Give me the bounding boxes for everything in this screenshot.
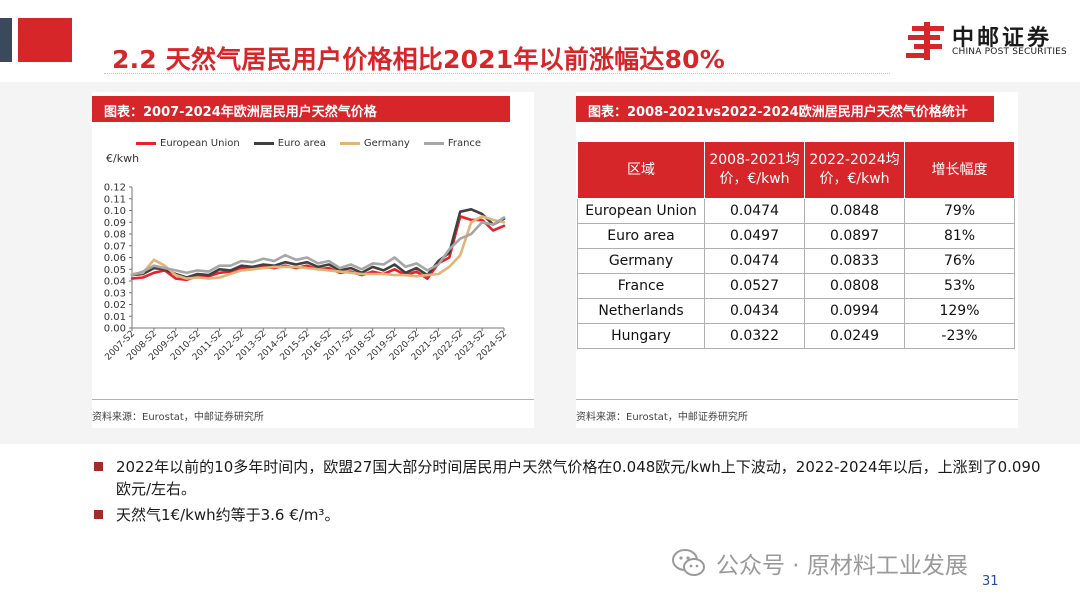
corner-accent-dark xyxy=(0,18,12,62)
legend-item: France xyxy=(423,136,482,150)
watermark-text: 公众号 · 原材料工业发展 xyxy=(716,553,968,579)
y-tick-label: 0.04 xyxy=(104,277,126,288)
chart-panel: 图表：2007-2024年欧洲居民用户天然气价格 European Union E… xyxy=(92,92,534,428)
table-row: Hungary 0.0322 0.0249 -23% xyxy=(577,323,1015,349)
company-logo: 中邮证券 CHINA POST SECURITIES xyxy=(904,16,1074,66)
bullet-text: 天然气1€/kwh约等于3.6 €/m³。 xyxy=(116,506,340,524)
legend-swatch xyxy=(423,141,444,145)
table-cell: 0.0474 xyxy=(704,198,805,224)
y-tick-label: 0.08 xyxy=(104,230,126,241)
table-cell: Netherlands xyxy=(577,298,705,324)
y-tick-label: 0.02 xyxy=(104,300,126,311)
series-line-germany xyxy=(130,215,506,280)
chart-panel-header: 图表：2007-2024年欧洲居民用户天然气价格 xyxy=(92,96,510,122)
chart-source: 资料来源：Eurostat，中邮证券研究所 xyxy=(92,412,264,423)
table-cell: 0.0322 xyxy=(704,323,805,349)
table-cell: 0.0527 xyxy=(704,273,805,299)
legend-item: Euro area xyxy=(253,136,326,150)
table-cell: 0.0833 xyxy=(804,248,905,274)
y-tick-label: 0.10 xyxy=(104,206,126,217)
bullet-text: 2022年以前的10多年时间内，欧盟27国大部分时间居民用户天然气价格在0.04… xyxy=(116,458,1041,498)
legend-label: European Union xyxy=(160,137,240,149)
price-stats-table: 区域 2008-2021均价，€/kwh 2022-2024均价，€/kwh 增… xyxy=(577,141,1015,349)
table-panel: 图表：2008-2021vs2022-2024欧洲居民用户天然气价格统计 区域 … xyxy=(576,92,1018,428)
y-tick-label: 0.03 xyxy=(104,288,126,299)
table-cell: 0.0897 xyxy=(804,223,905,249)
table-source-divider xyxy=(576,399,1018,400)
logo-name-en: CHINA POST SECURITIES xyxy=(952,47,1067,57)
table-cell: -23% xyxy=(904,323,1015,349)
chart-source-divider xyxy=(92,399,534,400)
header-avg-2022-2024: 2022-2024均价，€/kwh xyxy=(804,141,905,199)
page-number: 31 xyxy=(982,574,999,589)
legend-label: Germany xyxy=(363,137,410,149)
y-axis-label: €/kwh xyxy=(106,152,139,165)
legend-swatch xyxy=(136,141,156,145)
table-cell: 0.0497 xyxy=(704,223,805,249)
table-cell: 129% xyxy=(904,298,1015,324)
table-cell: 81% xyxy=(904,223,1015,249)
table-cell: 0.0808 xyxy=(804,273,905,299)
bullet-item: 天然气1€/kwh约等于3.6 €/m³。 xyxy=(92,504,1042,526)
table-header-row: 区域 2008-2021均价，€/kwh 2022-2024均价，€/kwh 增… xyxy=(577,141,1015,199)
table-cell: 79% xyxy=(904,198,1015,224)
wechat-icon xyxy=(672,549,705,576)
bullet-square-icon xyxy=(94,510,103,519)
table-row: Euro area 0.0497 0.0897 81% xyxy=(577,223,1015,249)
legend-swatch xyxy=(253,141,274,145)
y-tick-label: 0.01 xyxy=(104,312,126,323)
legend-item: Germany xyxy=(339,136,410,150)
header-avg-2008-2021: 2008-2021均价，€/kwh xyxy=(704,141,805,199)
y-tick-label: 0.11 xyxy=(104,194,126,205)
table-row: European Union 0.0474 0.0848 79% xyxy=(577,198,1015,224)
table-panel-header: 图表：2008-2021vs2022-2024欧洲居民用户天然气价格统计 xyxy=(576,96,994,122)
china-post-logo-icon xyxy=(906,22,944,60)
y-tick-label: 0.07 xyxy=(104,241,126,252)
bullet-item: 2022年以前的10多年时间内，欧盟27国大部分时间居民用户天然气价格在0.04… xyxy=(92,456,1042,500)
table-source: 资料来源：Eurostat，中邮证券研究所 xyxy=(576,412,748,423)
table-row: Netherlands 0.0434 0.0994 129% xyxy=(577,298,1015,324)
y-tick-label: 0.00 xyxy=(104,324,126,335)
page-title: 2.2 天然气居民用户价格相比2021年以前涨幅达80% xyxy=(112,45,726,74)
legend-label: Euro area xyxy=(277,137,326,149)
legend-swatch xyxy=(339,141,360,145)
table-row: Germany 0.0474 0.0833 76% xyxy=(577,248,1015,274)
table-cell: European Union xyxy=(577,198,705,224)
y-tick-label: 0.05 xyxy=(104,265,126,276)
table-cell: 0.0434 xyxy=(704,298,805,324)
header-region: 区域 xyxy=(577,141,705,199)
line-chart: €/kwh0.000.010.020.030.040.050.060.070.0… xyxy=(103,152,509,363)
legend-item: European Union xyxy=(136,136,240,150)
title-divider xyxy=(104,73,890,74)
logo-name-cn: 中邮证券 xyxy=(952,26,1053,51)
series-line-france xyxy=(130,216,506,277)
legend-label: France xyxy=(447,137,482,149)
y-tick-label: 0.09 xyxy=(104,218,126,229)
y-tick-label: 0.12 xyxy=(104,183,126,194)
table-cell: Hungary xyxy=(577,323,705,349)
table-cell: 76% xyxy=(904,248,1015,274)
corner-accent-red xyxy=(18,18,72,62)
table-cell: Germany xyxy=(577,248,705,274)
table-row: France 0.0527 0.0808 53% xyxy=(577,273,1015,299)
table-cell: Euro area xyxy=(577,223,705,249)
y-tick-label: 0.06 xyxy=(104,253,126,264)
table-cell: 0.0848 xyxy=(804,198,905,224)
table-cell: 53% xyxy=(904,273,1015,299)
bullet-square-icon xyxy=(94,462,103,471)
table-cell: 0.0249 xyxy=(804,323,905,349)
header-growth: 增长幅度 xyxy=(904,141,1015,199)
summary-bullets: 2022年以前的10多年时间内，欧盟27国大部分时间居民用户天然气价格在0.04… xyxy=(92,456,1042,530)
table-cell: France xyxy=(577,273,705,299)
table-cell: 0.0994 xyxy=(804,298,905,324)
table-cell: 0.0474 xyxy=(704,248,805,274)
chart-legend: European Union Euro area Germany France xyxy=(136,136,495,150)
watermark: 公众号 · 原材料工业发展 xyxy=(672,546,968,580)
